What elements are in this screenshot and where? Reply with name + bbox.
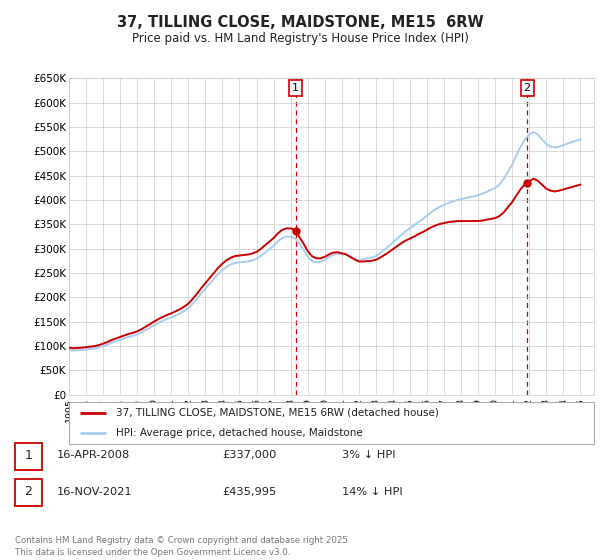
Text: 37, TILLING CLOSE, MAIDSTONE, ME15 6RW (detached house): 37, TILLING CLOSE, MAIDSTONE, ME15 6RW (… bbox=[116, 408, 439, 418]
Text: 1: 1 bbox=[292, 83, 299, 93]
Text: £435,995: £435,995 bbox=[222, 487, 276, 497]
Text: Price paid vs. HM Land Registry's House Price Index (HPI): Price paid vs. HM Land Registry's House … bbox=[131, 31, 469, 45]
Text: 16-APR-2008: 16-APR-2008 bbox=[57, 450, 130, 460]
Text: 16-NOV-2021: 16-NOV-2021 bbox=[57, 487, 133, 497]
Text: HPI: Average price, detached house, Maidstone: HPI: Average price, detached house, Maid… bbox=[116, 428, 363, 438]
Text: 2: 2 bbox=[25, 485, 32, 498]
Text: £337,000: £337,000 bbox=[222, 450, 277, 460]
Text: Contains HM Land Registry data © Crown copyright and database right 2025.
This d: Contains HM Land Registry data © Crown c… bbox=[15, 536, 350, 557]
Text: 3% ↓ HPI: 3% ↓ HPI bbox=[342, 450, 395, 460]
Text: 14% ↓ HPI: 14% ↓ HPI bbox=[342, 487, 403, 497]
Text: 1: 1 bbox=[25, 449, 32, 462]
FancyBboxPatch shape bbox=[69, 402, 594, 444]
Text: 2: 2 bbox=[524, 83, 531, 93]
Text: 37, TILLING CLOSE, MAIDSTONE, ME15  6RW: 37, TILLING CLOSE, MAIDSTONE, ME15 6RW bbox=[116, 15, 484, 30]
